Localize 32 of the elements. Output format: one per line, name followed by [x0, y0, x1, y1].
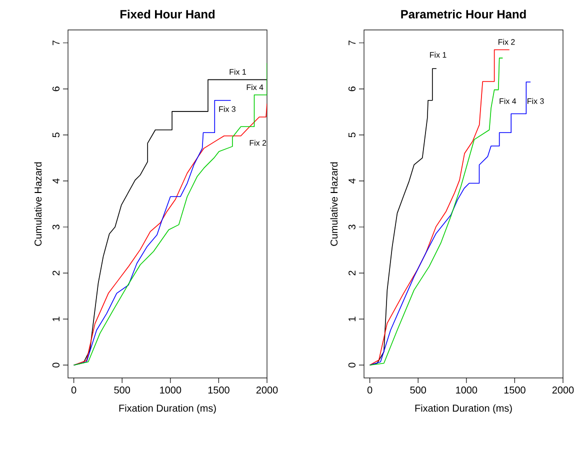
x-tick-label: 500	[114, 386, 130, 394]
x-tick-label: 1000	[160, 386, 182, 394]
x-tick-label: 1000	[456, 386, 478, 394]
y-tick-label: 7	[52, 40, 60, 46]
y-tick-label: 2	[348, 270, 356, 276]
y-tick-label: 0	[52, 362, 60, 368]
y-tick-label: 4	[52, 178, 60, 184]
x-tick-label: 0	[71, 386, 76, 394]
y-tick-label: 4	[348, 178, 356, 184]
x-tick-label: 1500	[504, 386, 526, 394]
y-tick-label: 1	[52, 316, 60, 322]
y-tick-label: 1	[348, 316, 356, 322]
chart-title: Fixed Hour Hand	[120, 10, 215, 18]
y-tick-label: 3	[348, 224, 356, 230]
y-tick-label: 7	[348, 40, 356, 46]
x-tick-label: 2000	[552, 386, 574, 394]
x-tick-label: 0	[367, 386, 372, 394]
y-axis-title: Cumulative Hazard	[34, 162, 42, 246]
y-tick-label: 6	[52, 86, 60, 92]
x-axis-title: Fixation Duration (ms)	[119, 404, 216, 414]
y-tick-label: 3	[52, 224, 60, 230]
y-tick-label: 5	[348, 132, 356, 138]
y-tick-label: 2	[52, 270, 60, 276]
x-tick-label: 1500	[208, 386, 230, 394]
y-tick-label: 5	[52, 132, 60, 138]
x-tick-label: 2000	[256, 386, 278, 394]
x-axis-title: Fixation Duration (ms)	[415, 404, 512, 414]
chart-title: Parametric Hour Hand	[401, 10, 526, 18]
y-tick-label: 0	[348, 362, 356, 368]
y-axis-title: Cumulative Hazard	[330, 162, 338, 246]
y-tick-label: 6	[348, 86, 356, 92]
x-tick-label: 500	[410, 386, 426, 394]
